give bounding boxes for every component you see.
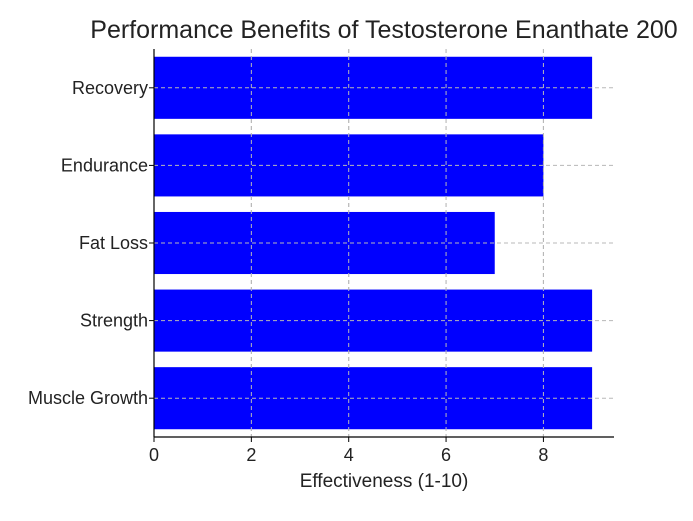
bars [153, 49, 614, 437]
x-tick-label: 4 [344, 445, 354, 465]
category-label: Endurance [61, 155, 148, 175]
x-tick-label: 8 [538, 445, 548, 465]
category-label: Strength [80, 311, 148, 331]
chart-title: Performance Benefits of Testosterone Ena… [90, 16, 677, 44]
x-tick-label: 2 [246, 445, 256, 465]
category-label: Fat Loss [79, 233, 148, 253]
x-tick-label: 0 [149, 445, 159, 465]
x-axis-label: Effectiveness (1-10) [300, 471, 469, 492]
axes: Muscle Growth Strength Fat Loss Endurance Re… [28, 49, 614, 465]
category-label: Recovery [72, 78, 148, 98]
x-tick-label: 6 [441, 445, 451, 465]
category-label: Muscle Growth [28, 388, 148, 408]
